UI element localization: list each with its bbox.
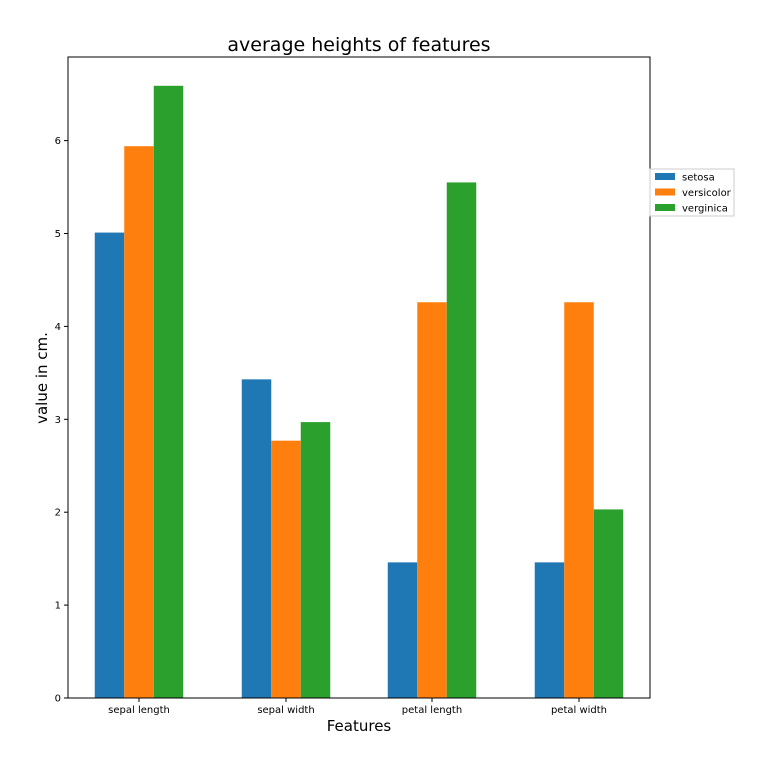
- x-tick-label: sepal width: [257, 705, 314, 716]
- x-axis: sepal length sepal width petal length petal…: [108, 698, 607, 716]
- bar-setosa-1: [241, 379, 272, 698]
- plot-frame: [67, 56, 651, 699]
- bar-verginica-0: [153, 85, 184, 698]
- y-tick-label: 1: [55, 601, 61, 612]
- y-tick-label: 5: [55, 229, 61, 240]
- y-tick-label: 4: [55, 322, 61, 333]
- bar-verginica-2: [446, 182, 477, 699]
- bar-versicolor-2: [417, 302, 447, 698]
- legend-swatch-versicolor: [655, 188, 675, 196]
- bar-versicolor-1: [271, 440, 301, 698]
- legend: setosa versicolor verginica: [649, 168, 735, 217]
- y-tick-label: 3: [55, 415, 61, 426]
- legend-swatch-verginica: [655, 204, 675, 211]
- bar-setosa-0: [94, 232, 125, 699]
- bar-verginica-3: [593, 509, 624, 698]
- y-axis-label: value in cm.: [33, 332, 51, 424]
- legend-label-versicolor: versicolor: [682, 188, 732, 199]
- bars-group: [94, 85, 624, 699]
- chart-title: average heights of features: [227, 34, 490, 56]
- x-tick-label: petal width: [551, 705, 607, 716]
- bar-setosa-2: [387, 562, 418, 698]
- legend-label-setosa: setosa: [682, 173, 715, 184]
- bar-verginica-1: [300, 422, 331, 698]
- y-tick-label: 2: [55, 508, 61, 519]
- bar-versicolor-3: [564, 302, 594, 698]
- y-tick-label: 6: [55, 136, 61, 147]
- legend-label-verginica: verginica: [682, 204, 728, 215]
- x-tick-label: sepal length: [108, 705, 170, 716]
- bar-versicolor-0: [124, 146, 154, 698]
- bar-setosa-3: [534, 562, 565, 698]
- x-axis-label: Features: [327, 717, 392, 735]
- x-tick-label: petal length: [402, 705, 462, 716]
- y-axis: 0 1 2 3 4 5 6: [55, 136, 68, 705]
- y-tick-label: 0: [55, 694, 61, 705]
- legend-swatch-setosa: [655, 173, 675, 180]
